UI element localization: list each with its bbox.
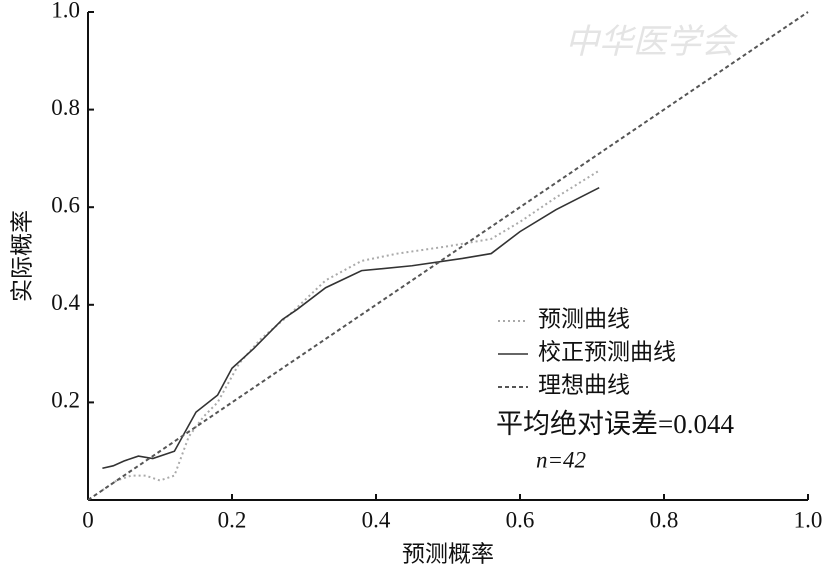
x-tick-label: 0.8 [650,507,679,532]
annotation: n=42 [536,447,586,472]
watermark: 中华医学会 [565,24,739,61]
y-tick-label: 0.8 [51,95,80,120]
y-tick-label: 0.6 [51,192,80,217]
x-tick-label: 0.6 [506,507,535,532]
legend-label: 理想曲线 [538,372,630,397]
x-tick-label: 0.4 [362,507,391,532]
line-series [102,186,600,470]
legend-label: 预测曲线 [538,306,630,331]
x-axis-label: 预测概率 [402,541,494,566]
y-tick-label: 0.4 [51,290,80,315]
y-tick-label: 0.2 [51,388,80,413]
x-tick-label: 0.2 [218,507,247,532]
x-tick-label: 1.0 [794,507,823,532]
line-series [87,11,809,501]
legend-label: 校正预测曲线 [538,339,676,364]
line-series [101,169,600,492]
y-tick-label: 1.0 [51,0,80,22]
y-axis-label: 实际概率 [9,210,34,302]
annotation: 平均绝对误差=0.044 [496,409,734,439]
x-tick-label: 0 [82,507,94,532]
